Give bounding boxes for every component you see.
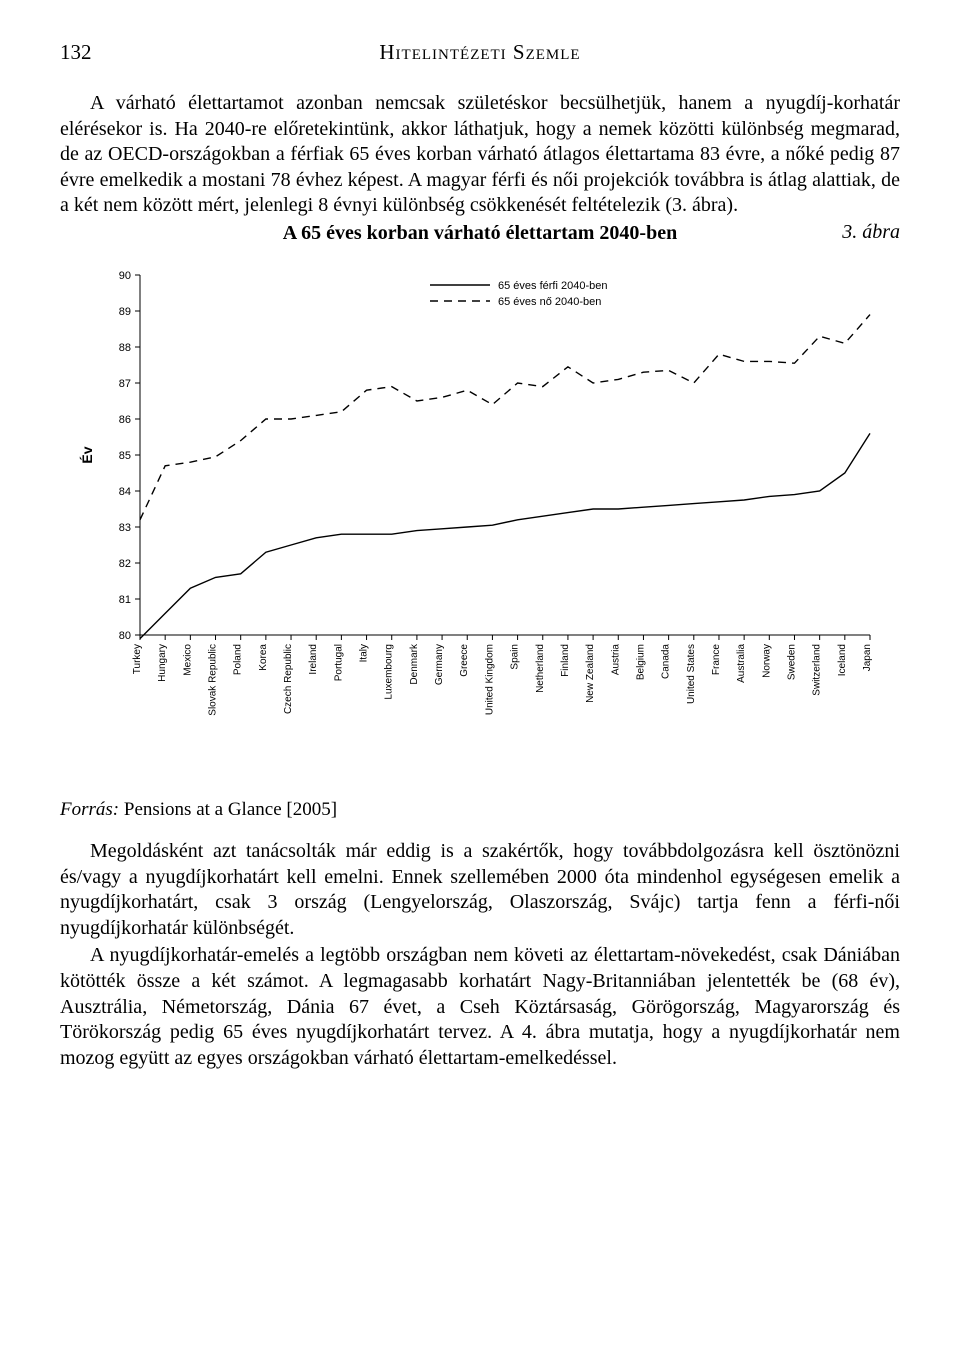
figure-title: A 65 éves korban várható élettartam 2040… (60, 222, 900, 245)
svg-text:France: France (711, 644, 722, 676)
figure-source: Forrás: Pensions at a Glance [2005] (60, 799, 900, 821)
svg-text:Australia: Australia (736, 644, 747, 683)
svg-text:80: 80 (119, 630, 131, 642)
svg-text:Czech Republic: Czech Republic (283, 644, 294, 714)
svg-text:Germany: Germany (434, 644, 445, 685)
svg-text:85: 85 (119, 450, 131, 462)
svg-text:Spain: Spain (510, 644, 521, 670)
svg-text:Denmark: Denmark (409, 643, 420, 685)
svg-text:86: 86 (119, 414, 131, 426)
svg-text:89: 89 (119, 306, 131, 318)
svg-text:Luxembourg: Luxembourg (384, 644, 395, 700)
svg-text:Hungary: Hungary (157, 644, 168, 682)
figure-label: 3. ábra (842, 221, 900, 244)
svg-text:Austria: Austria (610, 644, 621, 676)
page-container: 132 Hitelintézeti Szemle A várható élett… (0, 0, 960, 1123)
paragraph-3: A nyugdíjkorhatár-emelés a legtöbb orszá… (60, 943, 900, 1071)
svg-text:Canada: Canada (661, 644, 672, 679)
page-header: 132 Hitelintézeti Szemle (60, 40, 900, 65)
svg-text:82: 82 (119, 558, 131, 570)
svg-text:83: 83 (119, 522, 131, 534)
svg-text:Italy: Italy (359, 644, 370, 662)
svg-text:United States: United States (686, 644, 697, 704)
svg-text:Poland: Poland (233, 644, 244, 675)
svg-text:Év: Év (79, 446, 95, 463)
svg-text:Norway: Norway (761, 644, 772, 678)
svg-text:88: 88 (119, 342, 131, 354)
source-text: Pensions at a Glance [2005] (124, 799, 337, 820)
paragraph-1: A várható élettartamot azonban nemcsak s… (60, 91, 900, 219)
life-expectancy-chart: 80 81 82 83 84 85 86 87 88 89 90 Turkey Hungary Mexic… (70, 255, 890, 775)
svg-text:Turkey: Turkey (132, 644, 143, 674)
svg-text:United Kingdom: United Kingdom (484, 644, 495, 715)
svg-text:Korea: Korea (258, 644, 269, 671)
svg-text:65 éves nő 2040-ben: 65 éves nő 2040-ben (498, 296, 601, 308)
svg-text:Greece: Greece (459, 644, 470, 677)
source-label: Forrás: (60, 799, 119, 820)
paragraph-2: Megoldásként azt tanácsolták már eddig i… (60, 839, 900, 941)
journal-title: Hitelintézeti Szemle (60, 40, 900, 65)
svg-text:Portugal: Portugal (333, 644, 344, 681)
svg-text:84: 84 (119, 486, 131, 498)
svg-text:Netherland: Netherland (535, 644, 546, 693)
svg-text:Mexico: Mexico (182, 644, 193, 676)
chart-container: 80 81 82 83 84 85 86 87 88 89 90 Turkey Hungary Mexic… (60, 255, 900, 775)
svg-text:Ireland: Ireland (308, 644, 319, 675)
svg-text:Japan: Japan (862, 644, 873, 671)
svg-text:81: 81 (119, 594, 131, 606)
svg-text:87: 87 (119, 378, 131, 390)
svg-text:Slovak Republic: Slovak Republic (208, 644, 219, 716)
svg-text:New Zealand: New Zealand (585, 644, 596, 703)
svg-text:Switzerland: Switzerland (812, 644, 823, 696)
svg-text:Iceland: Iceland (837, 644, 848, 676)
svg-text:Finland: Finland (560, 644, 571, 677)
svg-text:Belgium: Belgium (635, 644, 646, 680)
svg-text:65 éves férfi 2040-ben: 65 éves férfi 2040-ben (498, 280, 607, 292)
svg-text:90: 90 (119, 270, 131, 282)
svg-text:Sweden: Sweden (786, 644, 797, 680)
